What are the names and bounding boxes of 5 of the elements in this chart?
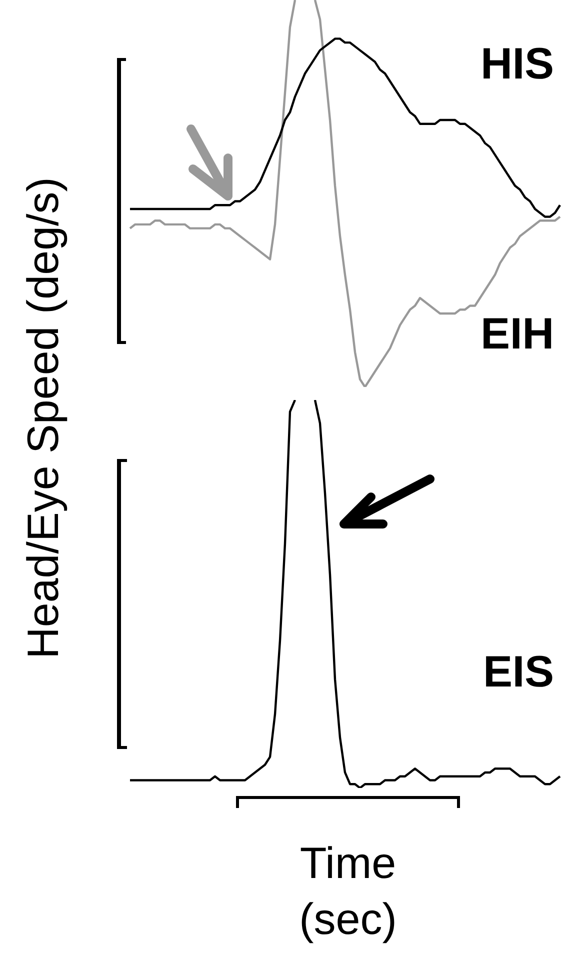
x-axis-title: Time (sec) — [298, 838, 398, 946]
series-label: EIH — [480, 309, 554, 358]
series-label: EIS — [483, 648, 554, 697]
series-label: HIS — [480, 40, 554, 89]
y-axis-title: Head/Eye Speed (deg/s) — [19, 177, 69, 659]
